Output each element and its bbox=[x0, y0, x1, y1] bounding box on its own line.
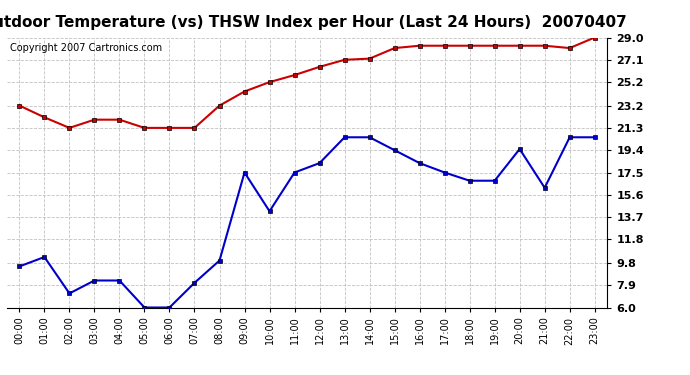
Text: Copyright 2007 Cartronics.com: Copyright 2007 Cartronics.com bbox=[10, 43, 162, 53]
Text: Outdoor Temperature (vs) THSW Index per Hour (Last 24 Hours)  20070407: Outdoor Temperature (vs) THSW Index per … bbox=[0, 15, 627, 30]
